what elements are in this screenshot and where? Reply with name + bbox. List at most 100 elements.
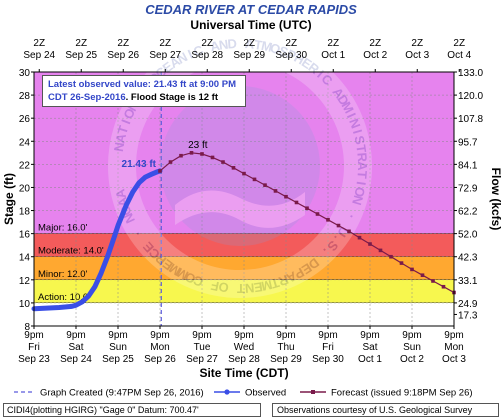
bottom-tick-time: 9pm: [402, 330, 421, 341]
watermark-letter: N: [218, 37, 229, 53]
forecast-point: [431, 279, 435, 283]
flow-tick-label: 52.0: [458, 230, 478, 241]
top-tick-date: Sep 24: [23, 50, 55, 61]
x-axis-label: Site Time (CDT): [199, 366, 288, 380]
y-tick-label: 26: [19, 114, 31, 125]
latest-label: Latest observed value:: [48, 79, 154, 90]
observed-series: [31, 168, 163, 312]
y-tick-label: 10: [19, 299, 31, 310]
top-tick-date: Sep 26: [107, 50, 139, 61]
watermark-letter: A: [112, 187, 129, 200]
top-tick-label: 2Z: [411, 38, 423, 49]
top-tick-label: 2Z: [75, 38, 87, 49]
band-normal: [34, 302, 454, 326]
bottom-tick-day: Wed: [234, 342, 254, 353]
top-tick-label: 2Z: [243, 38, 255, 49]
flow-tick-label: 84.1: [458, 160, 478, 171]
flow-tick-label: 17.3: [458, 310, 478, 321]
flow-tick-label: 95.7: [458, 137, 478, 148]
legend-observed-marker: [224, 389, 230, 395]
forecast-point: [158, 169, 162, 173]
bottom-tick-day: Sat: [68, 342, 83, 353]
top-tick-label: 2Z: [453, 38, 465, 49]
bottom-tick-time: 9pm: [234, 330, 253, 341]
y-tick-label: 24: [19, 137, 31, 148]
watermark-letter: D: [227, 36, 237, 52]
watermark-letter: S: [351, 134, 368, 146]
watermark-letter: E: [253, 279, 264, 295]
top-tick-label: 2Z: [33, 38, 45, 49]
legend-observed-label: Observed: [245, 388, 286, 399]
bottom-tick-date: Oct 1: [358, 354, 382, 365]
top-tick-label: 2Z: [201, 38, 213, 49]
bottom-tick-time: 9pm: [318, 330, 337, 341]
observed-line: [31, 168, 163, 312]
watermark-letter: .: [331, 233, 345, 245]
bottom-tick-day: Fri: [28, 342, 40, 353]
watermark-letter: N: [111, 141, 127, 153]
y-tick-label: 30: [19, 68, 31, 79]
tick-labels: 8 10 12 14 16 18 20 22 24 26 28 30 17.324.9 33.1 42.3 5…: [2, 38, 502, 380]
flow-tick-label: 120.0: [458, 91, 483, 102]
forecast-crest-label: 23 ft: [188, 140, 208, 151]
flow-tick-label: 33.1: [458, 276, 478, 287]
watermark-letter: ·: [130, 228, 145, 240]
flow-tick-label: 24.9: [458, 299, 478, 310]
top-tick-date: Sep 28: [191, 50, 223, 61]
bottom-tick-time: 9pm: [150, 330, 169, 341]
watermark-letter: A: [355, 161, 370, 171]
watermark-letter: N: [349, 194, 366, 207]
watermark-letter: O: [218, 279, 230, 295]
y-tick-label: 22: [19, 160, 31, 171]
watermark-letter: O: [351, 185, 368, 198]
bottom-tick-date: Sep 25: [102, 354, 134, 365]
legend: Graph Created (9:47PM Sep 26, 2016) Obser…: [14, 388, 473, 399]
legend-graph-created-label: Graph Created (9:47PM Sep 26, 2016): [40, 388, 204, 399]
watermark-letter: I: [118, 117, 133, 126]
watermark-letter: T: [237, 281, 245, 296]
watermark-letter: T: [253, 37, 263, 53]
latest-date: CDT 26-Sep-2016: [48, 91, 126, 103]
watermark-letter: I: [344, 111, 359, 120]
watermark-letter: A: [112, 131, 129, 144]
top-tick-date: Oct 3: [405, 50, 429, 61]
forecast-series: [158, 151, 456, 295]
forecast-point: [210, 155, 215, 160]
bottom-tick-date: Oct 2: [400, 354, 424, 365]
forecast-point: [399, 261, 404, 265]
y-tick-label: 8: [24, 322, 30, 333]
forecast-point: [378, 248, 383, 253]
bottom-tick-date: Sep 28: [228, 354, 260, 365]
forecast-point: [441, 284, 446, 289]
forecast-point: [263, 183, 267, 187]
forecast-point: [200, 152, 204, 156]
forecast-point: [179, 153, 183, 158]
bottom-tick-date: Sep 24: [60, 354, 92, 365]
top-tick-date: Sep 29: [233, 50, 265, 61]
bottom-tick-date: Sep 29: [270, 354, 302, 365]
watermark-letter: M: [260, 38, 274, 55]
watermark-letter: N: [244, 280, 255, 296]
top-tick-label: 2Z: [327, 38, 339, 49]
band-action: [34, 279, 454, 303]
bottom-tick-day: Thu: [277, 342, 294, 353]
band-label-action: Action: 10.0': [38, 292, 90, 303]
forecast-point: [336, 223, 341, 228]
watermark-letter: I: [350, 128, 365, 136]
watermark-letter: ·: [344, 212, 359, 222]
band-label-minor: Minor: 12.0': [38, 269, 88, 280]
watermark-letter: A: [209, 38, 222, 55]
flow-tick-label: 62.2: [458, 207, 478, 218]
top-tick-date: Sep 27: [149, 50, 181, 61]
bottom-tick-time: 9pm: [66, 330, 85, 341]
watermark-letter: A: [244, 36, 255, 52]
bottom-tick-day: Sun: [403, 342, 421, 353]
annotations: 21.43 ft 23 ft: [122, 140, 208, 170]
bottom-tick-date: Sep 26: [144, 354, 176, 365]
bottom-tick-day: Mon: [444, 342, 463, 353]
flow-tick-label: 72.9: [458, 183, 478, 194]
datum-footer: CIDI4(plotting HGIRG) "Gage 0" Datum: 70…: [3, 403, 261, 417]
y-tick-label: 28: [19, 91, 31, 102]
watermark-letter: M: [260, 277, 274, 294]
